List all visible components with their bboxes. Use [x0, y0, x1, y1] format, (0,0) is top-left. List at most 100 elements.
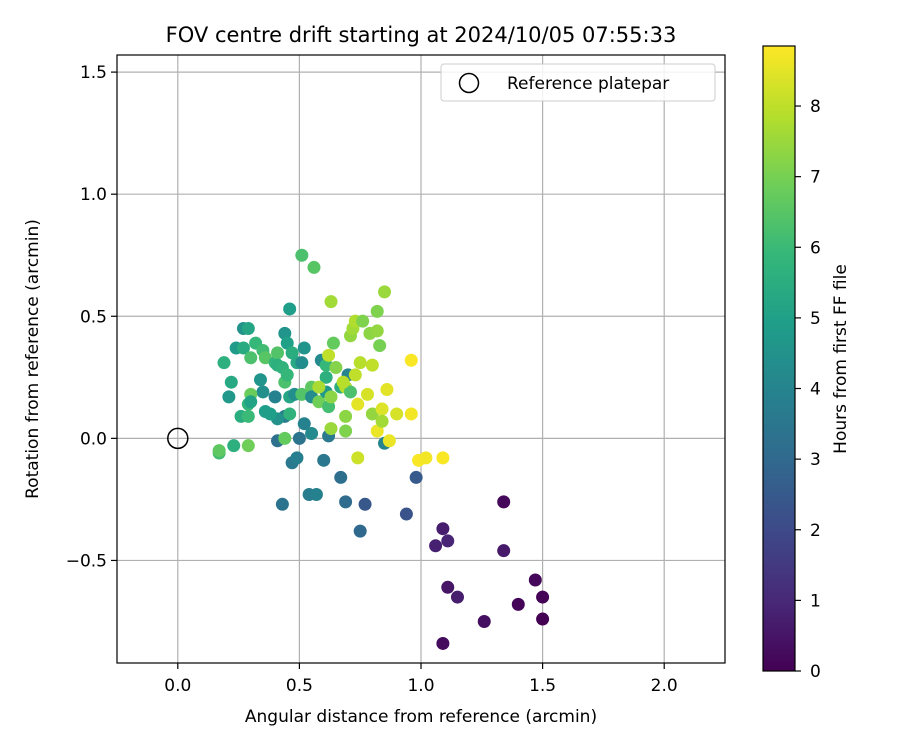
data-point — [244, 351, 258, 365]
data-point — [280, 368, 294, 382]
data-point — [319, 370, 333, 384]
data-point — [329, 361, 343, 375]
data-point — [441, 580, 455, 594]
data-point — [497, 544, 511, 558]
data-point — [353, 356, 367, 370]
data-point — [295, 356, 309, 370]
data-point — [317, 453, 331, 467]
data-point — [370, 424, 384, 438]
data-point — [326, 336, 340, 350]
data-point — [307, 260, 321, 274]
legend-label: Reference platepar — [507, 74, 669, 94]
data-point — [375, 402, 389, 416]
data-point — [271, 346, 285, 360]
data-point — [370, 324, 384, 338]
y-tick-label: −0.5 — [66, 551, 107, 571]
data-point — [268, 390, 282, 404]
x-axis-ticks: 0.0 0.5 1.0 1.5 2.0 — [164, 663, 678, 696]
data-point — [339, 495, 353, 509]
data-point — [358, 497, 372, 511]
colorbar-tick-label: 8 — [810, 97, 821, 117]
data-point — [295, 248, 309, 262]
data-point — [227, 439, 241, 453]
data-point — [378, 285, 392, 299]
data-point — [224, 375, 238, 389]
data-point — [380, 383, 394, 397]
data-point — [241, 439, 255, 453]
y-axis-label: Rotation from reference (arcmin) — [23, 219, 43, 499]
data-point — [409, 470, 423, 484]
data-point — [322, 348, 336, 362]
data-point — [241, 321, 255, 335]
data-point — [322, 400, 336, 414]
data-point — [441, 534, 455, 548]
x-tick-label: 1.5 — [529, 676, 556, 696]
data-point — [365, 407, 379, 421]
data-point — [339, 409, 353, 423]
grid-lines — [117, 55, 725, 663]
data-point — [536, 590, 550, 604]
data-point — [292, 431, 306, 445]
data-point — [353, 524, 367, 538]
data-point — [404, 407, 418, 421]
colorbar-tick-label: 1 — [810, 591, 821, 611]
reference-point — [167, 427, 189, 450]
colorbar-tick-label: 2 — [810, 521, 821, 541]
data-point — [278, 326, 292, 340]
colorbar: 0 1 2 3 4 5 6 7 8 Hours from first FF file — [762, 45, 851, 682]
data-point — [258, 351, 272, 365]
data-point — [511, 597, 525, 611]
data-point — [404, 353, 418, 367]
chart-title: FOV centre drift starting at 2024/10/05 … — [166, 23, 677, 47]
data-point — [283, 407, 297, 421]
legend-marker-open-circle — [458, 72, 480, 94]
data-point — [295, 387, 309, 401]
colorbar-tick-label: 6 — [810, 238, 821, 258]
data-point — [375, 414, 389, 428]
colorbar-tick-label: 3 — [810, 450, 821, 470]
x-tick-label: 1.0 — [407, 676, 434, 696]
data-point — [450, 590, 464, 604]
data-point — [370, 304, 384, 318]
y-tick-label: 1.5 — [80, 63, 107, 83]
data-point — [236, 341, 250, 355]
data-point — [399, 507, 413, 521]
colorbar-label: Hours from first FF file — [831, 264, 851, 454]
data-point — [324, 422, 338, 436]
data-point — [351, 397, 365, 411]
data-point — [253, 373, 267, 387]
x-tick-label: 0.0 — [164, 676, 191, 696]
data-point — [297, 341, 311, 355]
legend-box — [440, 63, 716, 102]
data-point — [477, 614, 491, 628]
data-point — [324, 390, 338, 404]
data-point — [309, 488, 323, 502]
data-point — [217, 356, 231, 370]
data-point — [278, 431, 292, 445]
data-point — [360, 387, 374, 401]
data-point — [222, 390, 236, 404]
data-point — [528, 573, 542, 587]
data-point — [419, 451, 433, 465]
legend: Reference platepar — [440, 63, 716, 102]
colorbar-gradient — [762, 45, 796, 672]
data-point — [256, 385, 270, 399]
data-point — [343, 385, 357, 399]
data-point — [280, 336, 294, 350]
data-point — [334, 470, 348, 484]
data-point — [497, 495, 511, 509]
data-point — [283, 302, 297, 316]
data-point — [429, 539, 443, 553]
data-point — [290, 451, 304, 465]
data-point — [312, 380, 326, 394]
data-point — [356, 314, 370, 328]
y-tick-label: 1.0 — [80, 185, 107, 205]
data-points — [212, 248, 550, 650]
data-point — [319, 358, 333, 372]
data-point — [536, 612, 550, 626]
data-point — [305, 426, 319, 440]
data-point — [275, 497, 289, 511]
data-point — [244, 395, 258, 409]
